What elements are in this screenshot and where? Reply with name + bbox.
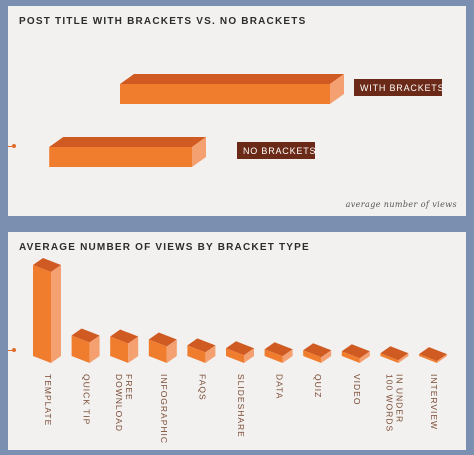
tick-label-2: FREEDOWNLOAD — [114, 374, 134, 432]
comparison-chart-title: POST TITLE WITH BRACKETS VS. NO BRACKETS — [19, 16, 307, 27]
svg-text:NO BRACKETS: NO BRACKETS — [243, 146, 316, 156]
tick-label-10: INTERVIEW — [429, 374, 439, 430]
tick-label-0: TEMPLATE — [43, 374, 53, 426]
comparison-chart: WITH BRACKETS NO BRACKETS — [49, 74, 444, 167]
tick-label-8: VIDEO — [352, 374, 362, 405]
tick-label-4: FAQS — [197, 374, 207, 401]
by-type-chart-title: AVERAGE NUMBER OF VIEWS BY BRACKET TYPE — [19, 242, 310, 253]
tick-label-1: QUICK TIP — [82, 374, 92, 425]
bar-in-under-100-words — [380, 346, 409, 363]
tick-label-7: QUIZ — [313, 374, 323, 398]
tick-label-3: INFOGRAPHIC — [159, 374, 169, 444]
bar-quiz — [303, 343, 332, 363]
comparison-axis-note: average number of views — [345, 200, 457, 209]
comparison-marker-icon — [8, 144, 16, 148]
svg-text:WITH BRACKETS: WITH BRACKETS — [360, 83, 444, 93]
tick-label-9: IN UNDER100 WORDS — [384, 374, 404, 432]
comparison-panel: POST TITLE WITH BRACKETS VS. NO BRACKETS… — [8, 6, 466, 216]
bar-no-brackets — [49, 137, 207, 167]
by-type-chart: TEMPLATE QUICK TIP FREEDOWNLOAD INFOGRAPHIC… — [33, 258, 447, 444]
bar-data — [264, 342, 293, 363]
bar-with-brackets — [120, 74, 344, 104]
bar-free-download — [110, 329, 139, 363]
bar-quick-tip — [71, 328, 100, 363]
bar-label-0: WITH BRACKETS — [354, 79, 444, 96]
bar-template — [33, 258, 61, 363]
by-type-panel: AVERAGE NUMBER OF VIEWS BY BRACKET TYPE … — [8, 232, 466, 450]
tick-label-6: DATA — [275, 374, 285, 399]
bar-label-1: NO BRACKETS — [237, 142, 316, 159]
bar-infographic — [148, 332, 177, 363]
bar-interview — [419, 347, 447, 363]
bar-video — [341, 344, 370, 363]
tick-label-5: SLIDESHARE — [236, 374, 246, 438]
bar-faqs — [187, 338, 216, 363]
bar-slideshare — [226, 341, 254, 363]
by-type-marker-icon — [8, 348, 16, 352]
